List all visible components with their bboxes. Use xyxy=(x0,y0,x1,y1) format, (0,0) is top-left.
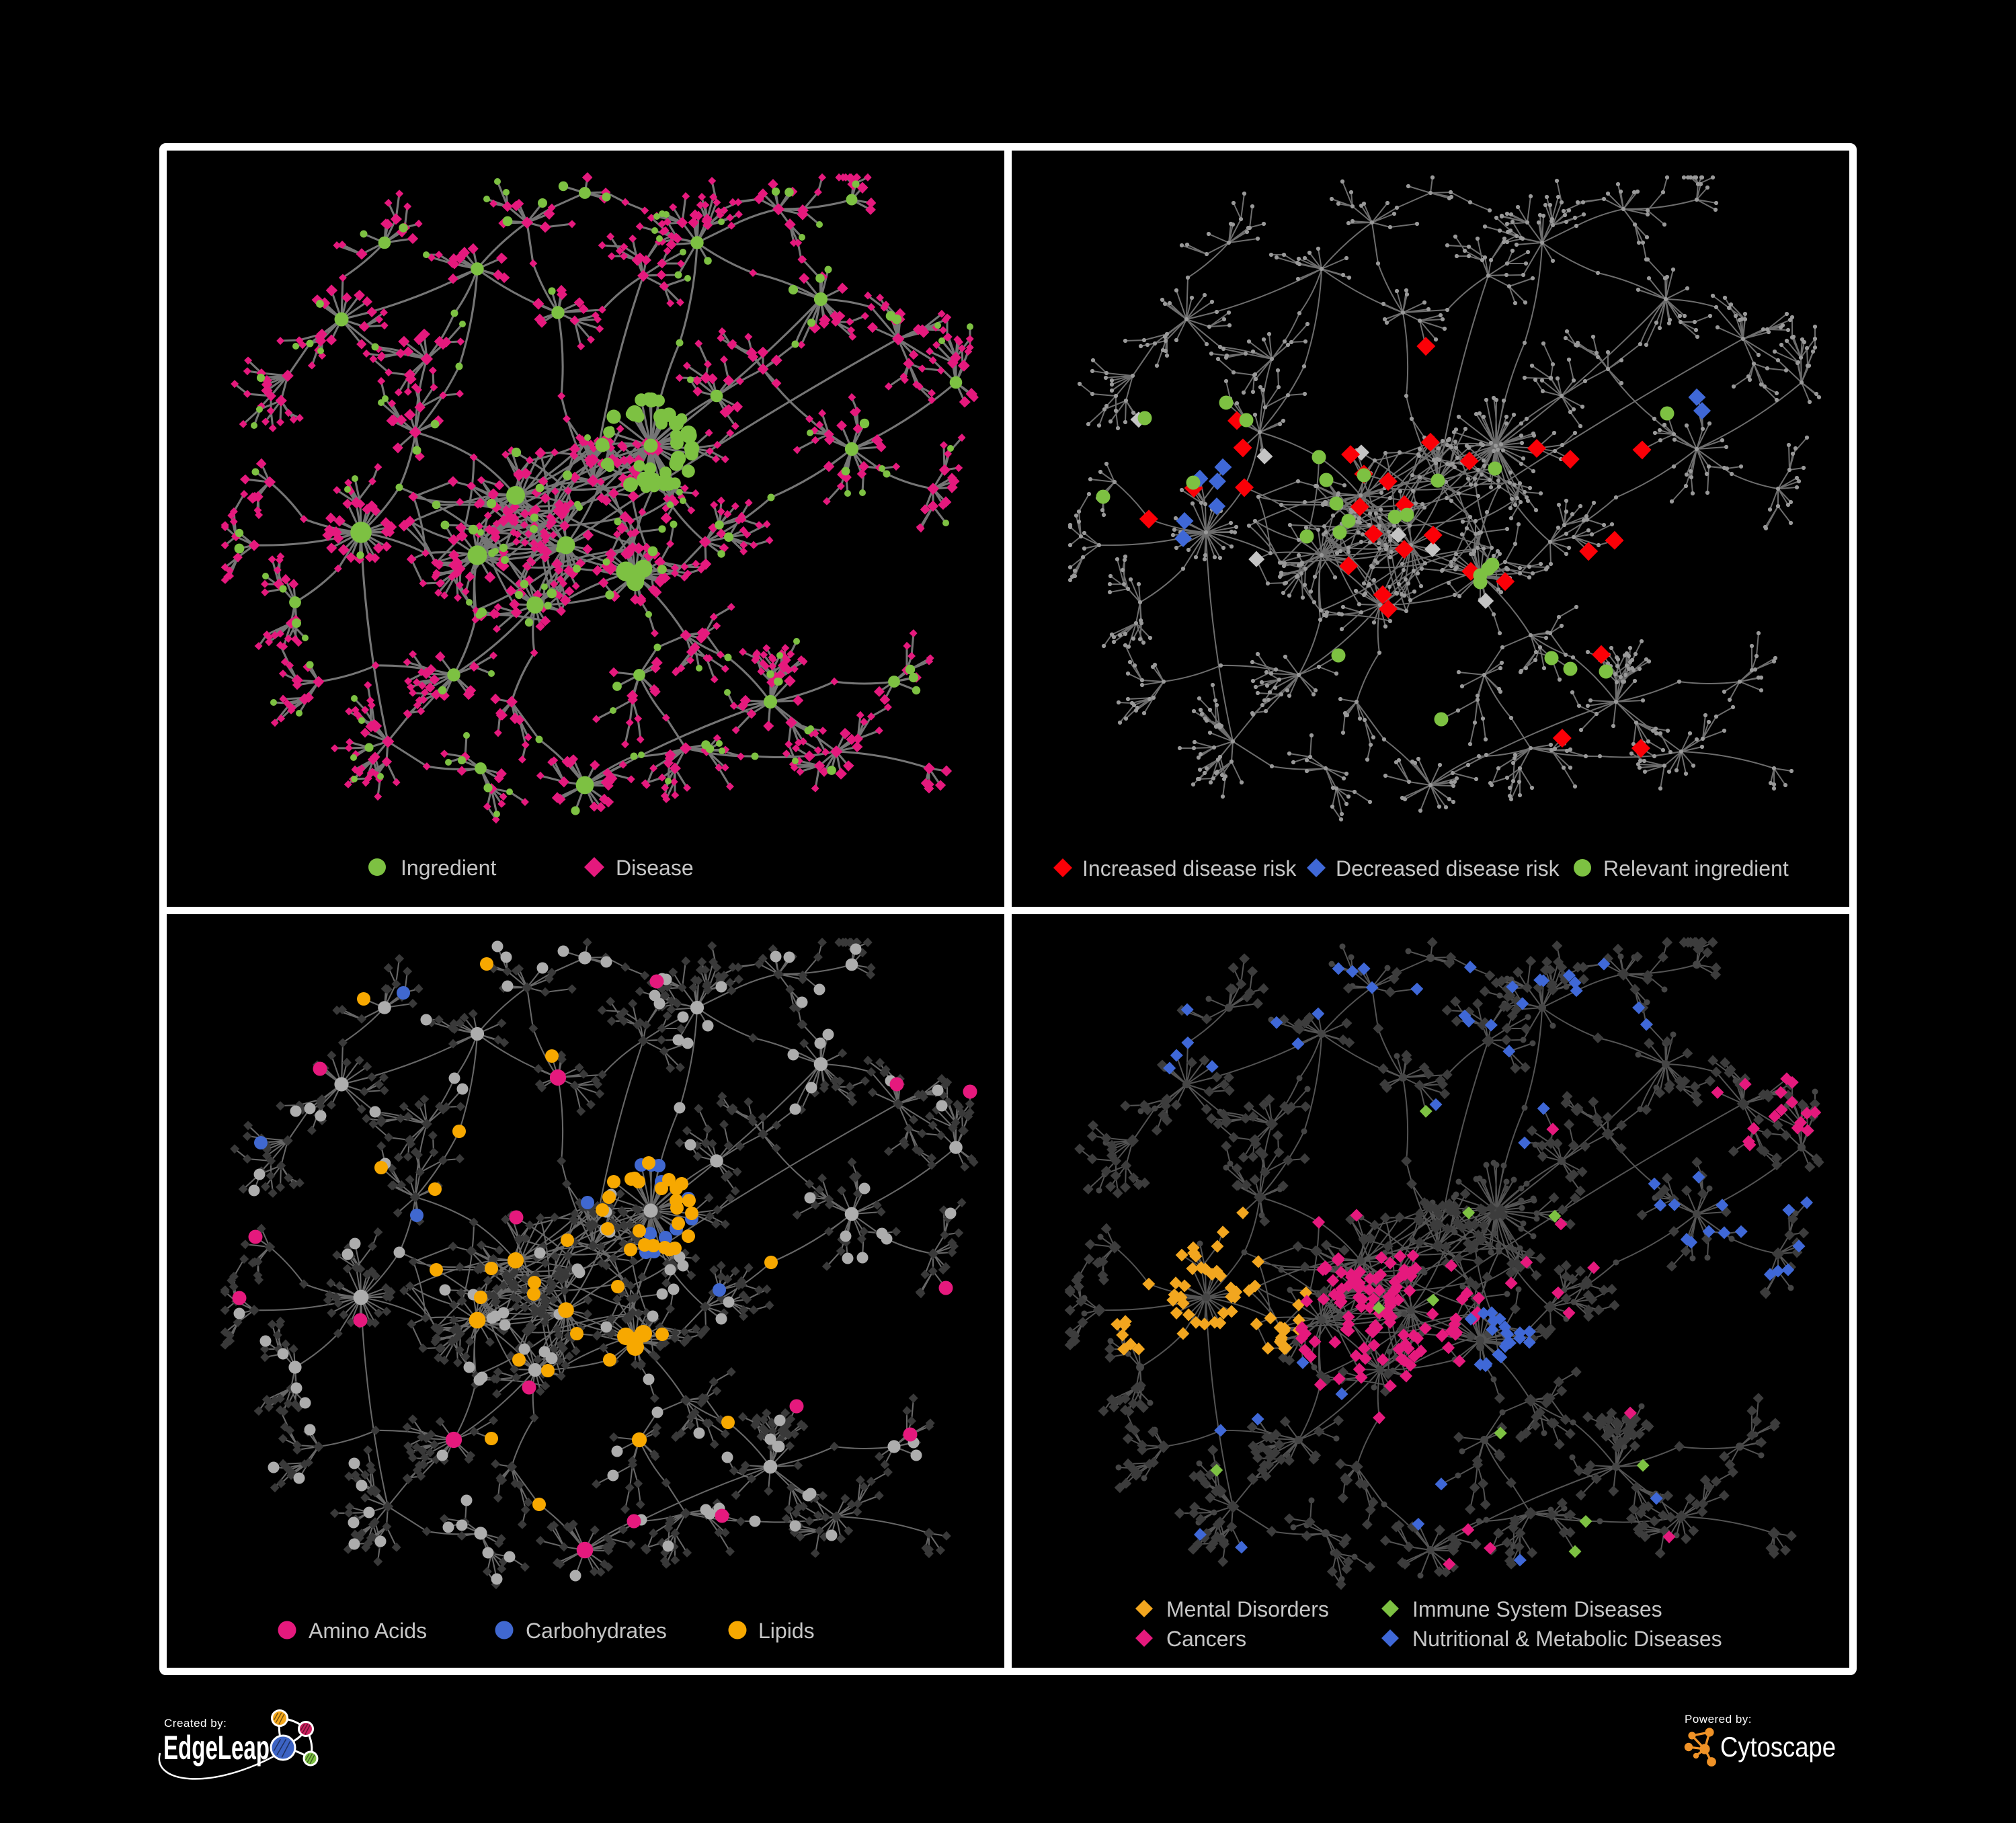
svg-text:Cancers: Cancers xyxy=(1166,1627,1246,1651)
svg-text:Nutritional & Metabolic Diseas: Nutritional & Metabolic Diseases xyxy=(1412,1627,1722,1651)
svg-text:Lipids: Lipids xyxy=(758,1619,815,1643)
svg-text:Immune System Diseases: Immune System Diseases xyxy=(1412,1597,1662,1621)
svg-text:Disease: Disease xyxy=(616,856,694,880)
svg-text:Cytoscape: Cytoscape xyxy=(1720,1731,1836,1763)
svg-text:Powered by:: Powered by: xyxy=(1685,1713,1752,1726)
svg-text:Amino Acids: Amino Acids xyxy=(309,1619,427,1643)
svg-text:Increased disease risk: Increased disease risk xyxy=(1082,856,1297,881)
svg-text:Relevant ingredient: Relevant ingredient xyxy=(1603,856,1789,881)
svg-text:Ingredient: Ingredient xyxy=(401,856,496,880)
svg-text:Carbohydrates: Carbohydrates xyxy=(526,1619,667,1643)
svg-text:Mental Disorders: Mental Disorders xyxy=(1166,1597,1329,1621)
svg-text:Decreased disease risk: Decreased disease risk xyxy=(1336,856,1560,881)
svg-text:Created by:: Created by: xyxy=(164,1717,227,1730)
svg-text:EdgeLeap: EdgeLeap xyxy=(163,1729,270,1767)
